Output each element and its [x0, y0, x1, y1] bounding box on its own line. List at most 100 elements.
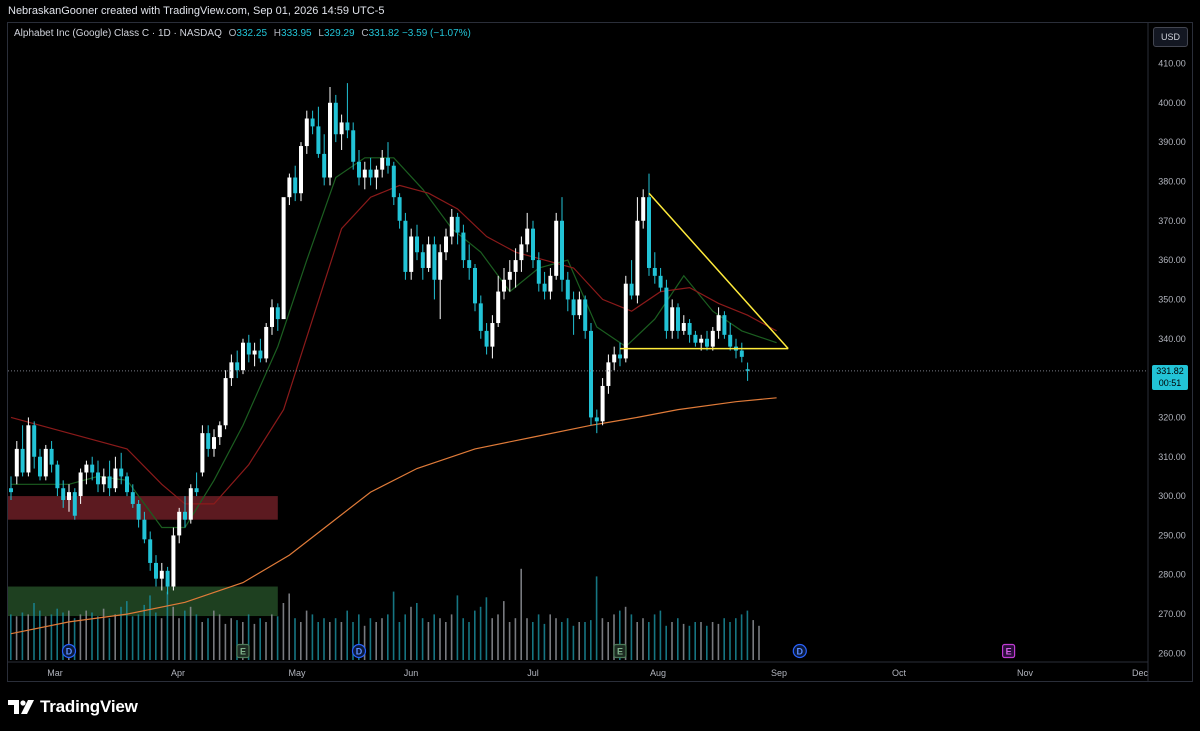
candle: [374, 165, 379, 190]
currency-button[interactable]: USD: [1153, 27, 1188, 47]
candle: [84, 460, 89, 485]
dividend-marker-circle: [61, 643, 77, 659]
symbol-legend: Alphabet Inc (Google) Class C · 1D · NAS…: [14, 28, 471, 39]
candle: [391, 161, 396, 206]
chart-frame[interactable]: [7, 22, 1193, 682]
volume-bar: [300, 622, 302, 660]
candle: [275, 303, 280, 331]
month-tick-label: Apr: [171, 668, 185, 678]
candle: [536, 252, 541, 292]
candle-body: [705, 338, 709, 347]
candle-body: [687, 323, 692, 335]
candle: [107, 460, 112, 497]
candle: [478, 295, 483, 339]
volume-bar: [636, 622, 638, 660]
volume-bar: [317, 622, 319, 660]
volume-bar: [532, 622, 534, 660]
price-tick-label: 270.00: [1158, 609, 1186, 619]
candle-body: [206, 433, 211, 449]
candle: [426, 236, 431, 272]
dividend-marker-letter: D: [356, 647, 363, 657]
candle-body: [304, 118, 309, 147]
volume-bar: [619, 610, 621, 660]
dividend-event-icon[interactable]: D: [351, 643, 367, 659]
price-tick-label: 370.00: [1158, 216, 1186, 226]
earnings-event-icon[interactable]: E: [236, 643, 250, 659]
volume-bar: [450, 614, 453, 660]
volume-bar: [595, 576, 598, 660]
descending-trendline: [648, 192, 789, 350]
dividend-marker-letter: D: [797, 647, 804, 657]
candle-body: [716, 315, 721, 331]
candle: [67, 484, 71, 512]
candle: [229, 354, 234, 386]
candle: [55, 460, 60, 497]
candle-body: [745, 369, 750, 371]
price-tick-label: 300.00: [1158, 491, 1186, 501]
candle-body: [299, 146, 303, 194]
volume-bar: [172, 606, 174, 660]
candle-body: [548, 275, 553, 292]
volume-bar: [572, 625, 575, 660]
price-tick-label: 320.00: [1158, 412, 1186, 422]
candle: [722, 311, 727, 339]
candle-body: [374, 169, 379, 178]
candle: [20, 425, 25, 477]
earnings-event-icon[interactable]: E: [1001, 643, 1016, 659]
candle: [26, 417, 31, 477]
candle: [647, 173, 651, 276]
volume-bar: [236, 620, 238, 660]
candle: [554, 212, 559, 280]
candle: [287, 173, 292, 206]
volume-bar: [688, 625, 691, 660]
volume-bar: [33, 603, 35, 660]
candle-body: [438, 252, 443, 280]
candle: [38, 448, 42, 481]
candle: [490, 315, 495, 359]
candle: [612, 346, 617, 371]
volume-bar: [242, 622, 244, 660]
volume-bar: [514, 618, 517, 660]
candle: [652, 252, 657, 284]
price-tick-label: 290.00: [1158, 530, 1186, 540]
volume-bar: [468, 622, 470, 660]
volume-bar: [44, 616, 47, 660]
candle: [148, 531, 153, 571]
volume-bar: [294, 618, 296, 660]
volume-bar: [108, 618, 111, 660]
candle-body: [710, 330, 715, 347]
candle-body: [676, 307, 680, 331]
earnings-marker-letter: E: [617, 647, 623, 657]
price-tick-label: 280.00: [1158, 570, 1186, 580]
candle-body: [119, 468, 124, 477]
volume-bar: [91, 612, 93, 660]
brand-logo[interactable]: TradingView: [8, 697, 138, 717]
candle: [200, 425, 205, 477]
earnings-event-icon[interactable]: E: [613, 643, 627, 659]
month-tick-label: Sep: [771, 668, 787, 678]
candle-body: [560, 220, 564, 280]
candle-body: [565, 279, 570, 300]
candle: [531, 220, 535, 268]
dividend-event-icon[interactable]: D: [61, 643, 77, 659]
candle-body: [246, 342, 251, 355]
volume-bar: [398, 622, 401, 660]
candle-body: [647, 197, 651, 268]
candle-body: [333, 102, 338, 135]
candle: [351, 122, 356, 170]
volume-bar: [474, 610, 476, 660]
candle: [594, 409, 599, 434]
candle: [165, 566, 170, 595]
volume-bar: [39, 610, 41, 660]
volume-bar: [746, 610, 749, 660]
candle-body: [316, 126, 321, 154]
candle: [571, 291, 576, 335]
volume-bar: [155, 612, 157, 660]
candle-body: [148, 539, 153, 563]
candle-body: [14, 448, 19, 477]
attribution-text: NebraskanGooner created with TradingView…: [8, 5, 385, 17]
dividend-event-icon[interactable]: D: [792, 643, 807, 659]
candle-body: [444, 236, 448, 253]
volume-bar: [566, 618, 569, 660]
